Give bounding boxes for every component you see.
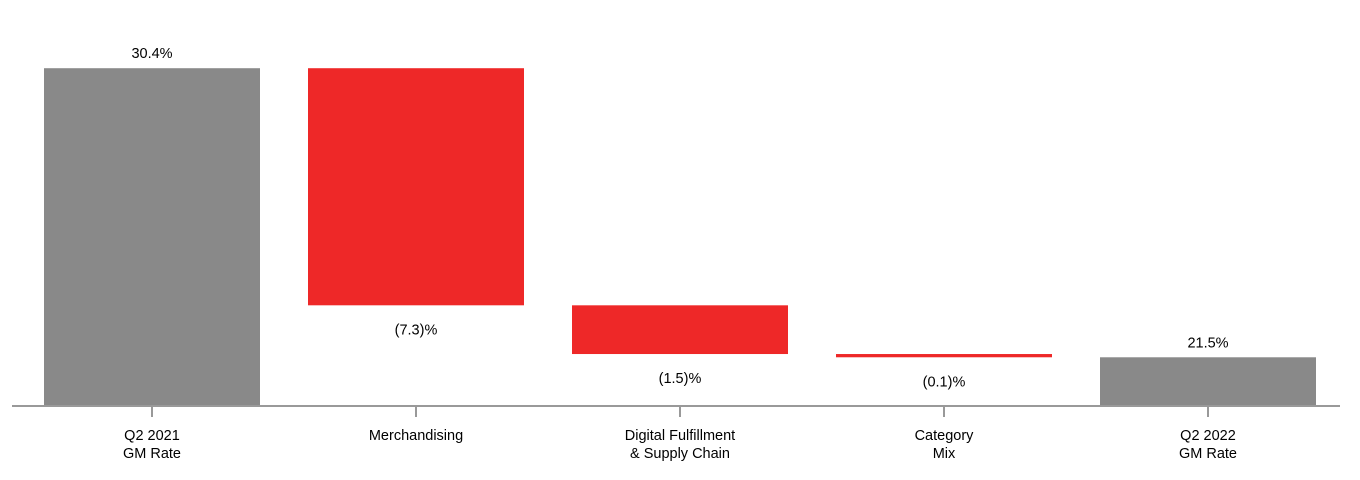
bar (1100, 357, 1316, 406)
x-tick-label: Merchandising (369, 428, 463, 444)
x-tick-label: Mix (933, 446, 956, 462)
data-label: (1.5)% (659, 371, 702, 387)
bar (308, 68, 524, 306)
x-tick-label: GM Rate (123, 446, 181, 462)
x-tick-label: GM Rate (1179, 446, 1237, 462)
x-tick-label: Category (915, 428, 975, 444)
data-label: 21.5% (1187, 335, 1228, 351)
bar (572, 305, 788, 355)
x-tick-label: Digital Fulfillment (625, 428, 735, 444)
x-tick-label: & Supply Chain (630, 446, 730, 462)
data-label: (0.1)% (923, 374, 966, 390)
data-label: 30.4% (131, 46, 172, 62)
bar (836, 354, 1052, 358)
x-tick-label: Q2 2021 (124, 428, 180, 444)
x-tick-label: Q2 2022 (1180, 428, 1236, 444)
bar (44, 68, 260, 406)
data-label: (7.3)% (395, 322, 438, 338)
